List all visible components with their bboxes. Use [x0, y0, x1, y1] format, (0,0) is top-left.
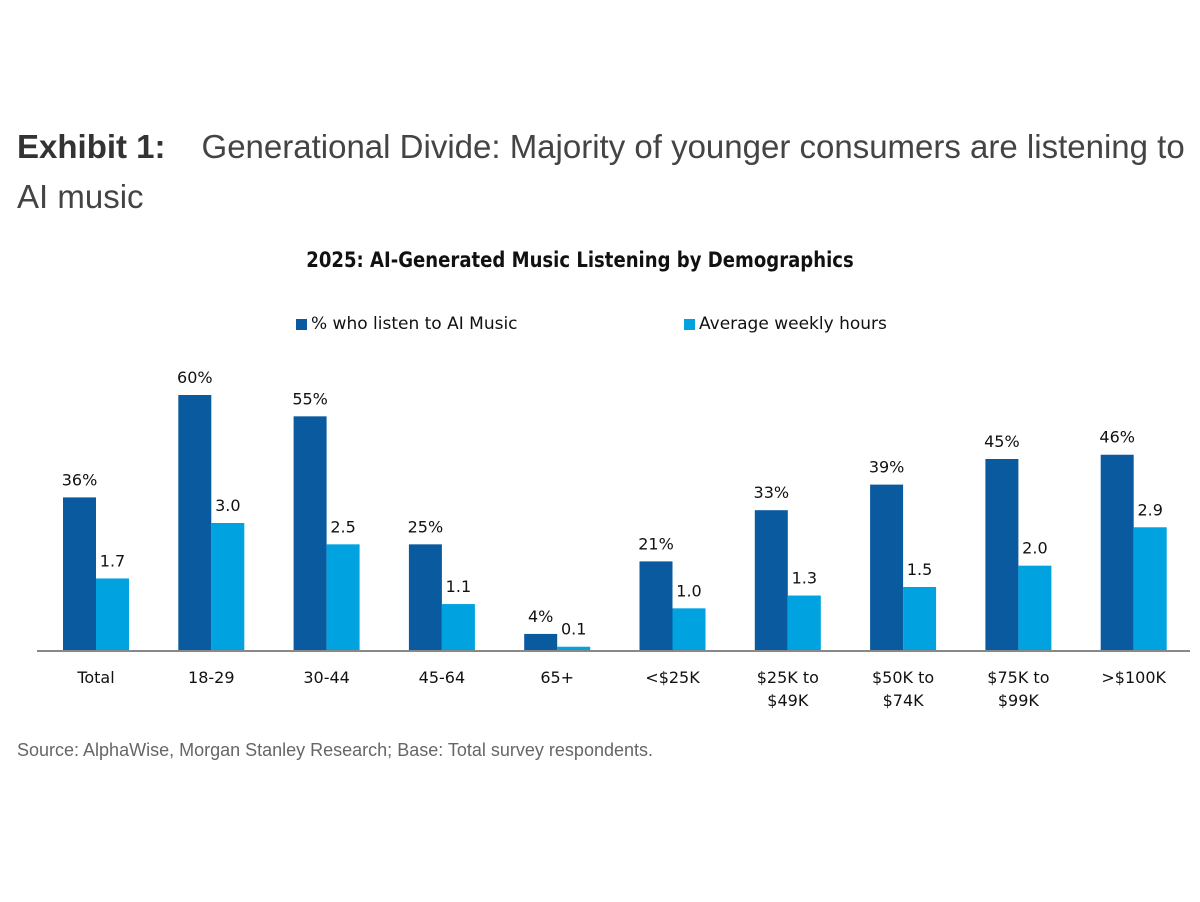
legend-item-percent: % who listen to AI Music: [296, 314, 518, 334]
bar-hours: [1133, 527, 1167, 651]
bar-percent: [870, 484, 904, 651]
x-tick-label: Total: [76, 668, 114, 687]
chart-title: 2025: AI-Generated Music Listening by De…: [306, 248, 854, 272]
bar-hours: [96, 578, 129, 651]
x-tick-label: $50K to: [872, 668, 934, 687]
bar-percent: [63, 497, 96, 651]
bar-percent: [293, 416, 327, 651]
data-label: 4%: [528, 607, 553, 626]
data-label: 39%: [869, 458, 905, 477]
exhibit-label: Exhibit 1:: [17, 128, 166, 165]
legend-label: Average weekly hours: [699, 314, 887, 334]
x-tick-label: 30-44: [303, 668, 350, 687]
source-note: Source: AlphaWise, Morgan Stanley Resear…: [17, 740, 654, 760]
bar-percent: [178, 395, 212, 651]
data-label: 60%: [177, 368, 213, 387]
data-label: 55%: [292, 389, 328, 408]
x-tick-label: >$100K: [1101, 668, 1166, 687]
data-label: 1.3: [792, 569, 817, 588]
bar-hours: [903, 587, 937, 651]
bar-hours: [672, 608, 706, 651]
bar-percent: [408, 544, 442, 651]
data-label: 45%: [984, 432, 1020, 451]
bar-percent: [985, 459, 1019, 651]
bar-percent: [754, 510, 788, 651]
data-label: 1.5: [907, 560, 932, 579]
legend-label: % who listen to AI Music: [311, 314, 518, 334]
bar-hours: [441, 604, 475, 651]
data-label: 1.0: [676, 581, 701, 600]
bar-hours: [787, 595, 821, 651]
data-label: 46%: [1099, 428, 1135, 447]
bar-hours: [326, 544, 360, 651]
bar-percent: [639, 561, 673, 651]
data-label: 25%: [408, 517, 444, 536]
data-label: 2.9: [1137, 500, 1162, 519]
data-label: 0.1: [561, 620, 586, 639]
bar-hours: [211, 523, 245, 651]
x-tick-label: $49K: [767, 691, 809, 710]
legend-item-hours: Average weekly hours: [684, 314, 887, 334]
exhibit-heading: Exhibit 1: Generational Divide: Majority …: [17, 122, 1197, 222]
x-tick-label: $99K: [998, 691, 1040, 710]
data-label: 1.1: [446, 577, 471, 596]
x-tick-label: $25K to: [757, 668, 819, 687]
data-label: 2.5: [330, 517, 355, 536]
x-tick-label: <$25K: [645, 668, 700, 687]
x-tick-label: 45-64: [419, 668, 466, 687]
data-label: 33%: [754, 483, 790, 502]
data-label: 36%: [62, 470, 98, 489]
x-tick-label: 18-29: [188, 668, 235, 687]
exhibit-title: Generational Divide: Majority of younger…: [17, 128, 1185, 215]
bar-hours: [1018, 565, 1052, 651]
bar-percent: [1100, 454, 1134, 651]
legend-swatch: [296, 318, 307, 330]
legend-swatch: [684, 318, 695, 330]
bar-hours: [557, 646, 591, 651]
x-tick-label: $75K to: [987, 668, 1049, 687]
x-tick-label: $74K: [883, 691, 925, 710]
bar-percent: [524, 633, 558, 651]
data-label: 21%: [638, 534, 674, 553]
data-label: 2.0: [1022, 539, 1047, 558]
data-label: 3.0: [215, 496, 240, 515]
data-label: 1.7: [100, 551, 125, 570]
x-tick-label: 65+: [540, 668, 574, 687]
